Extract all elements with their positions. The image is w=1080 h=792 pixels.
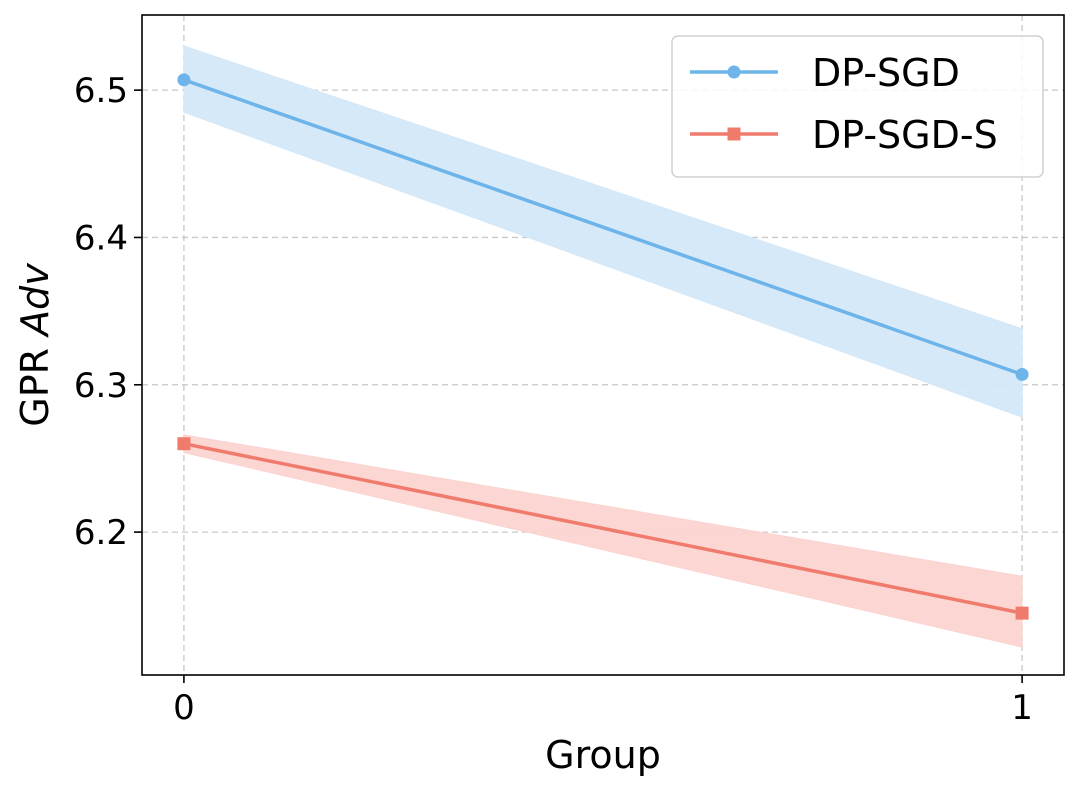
- series-lines: [183, 78, 1023, 615]
- y-tick-label: 6.4: [74, 218, 128, 258]
- dp-sgd-line: [183, 78, 1023, 377]
- plot-frame: [141, 14, 1065, 676]
- legend-dp-sgd-label: DP-SGD: [812, 51, 960, 95]
- y-axis-ticks: 6.2 6.3 6.4 6.5: [74, 71, 142, 553]
- dp-sgd-point: [177, 73, 191, 87]
- dp-sgd-band: [183, 45, 1023, 418]
- y-axis-label-italic: Adv: [13, 263, 57, 339]
- legend-dp-sgd-s-marker: [727, 127, 741, 141]
- dp-sgd-s-line: [183, 441, 1023, 615]
- y-axis-label: GPR Adv: [13, 263, 57, 427]
- y-axis-label-prefix: GPR: [13, 336, 57, 427]
- dp-sgd-point: [1015, 367, 1029, 381]
- dp-sgd-s-band: [183, 434, 1023, 648]
- series-markers: [177, 73, 1029, 620]
- y-tick-label: 6.2: [74, 513, 128, 553]
- legend-dp-sgd-marker: [727, 65, 741, 79]
- x-tick-label: 0: [173, 688, 195, 728]
- x-axis-label: Group: [545, 733, 661, 777]
- dp-sgd-s-point: [177, 437, 191, 451]
- x-tick-label: 1: [1011, 688, 1033, 728]
- legend-dp-sgd-s-label: DP-SGD-S: [812, 113, 998, 157]
- dp-sgd-s-point: [1015, 606, 1029, 620]
- legend: DP-SGD DP-SGD-S: [671, 35, 1044, 178]
- y-tick-label: 6.5: [74, 71, 128, 111]
- y-tick-label: 6.3: [74, 366, 128, 406]
